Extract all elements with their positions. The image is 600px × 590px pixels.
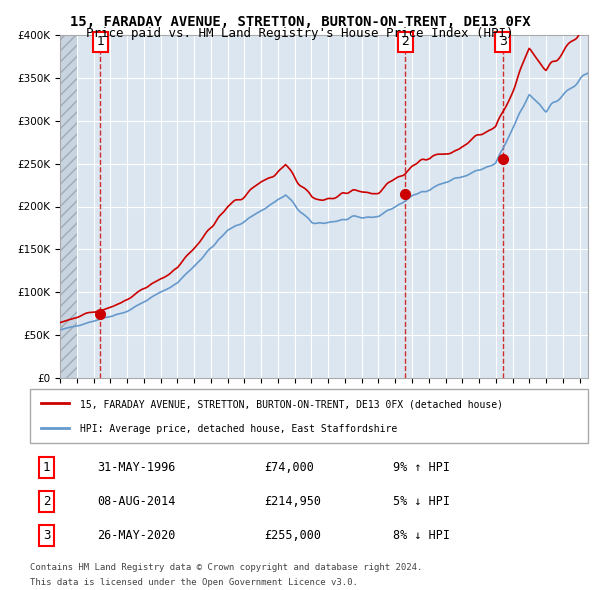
HPI: Average price, detached house, East Staffordshire: (2.01e+03, 1.88e+05): Average price, detached house, East Staf… (348, 213, 355, 220)
Text: 26-MAY-2020: 26-MAY-2020 (97, 529, 175, 542)
HPI: Average price, detached house, East Staffordshire: (2e+03, 6.02e+04): Average price, detached house, East Staf… (73, 323, 80, 330)
Text: This data is licensed under the Open Government Licence v3.0.: This data is licensed under the Open Gov… (30, 578, 358, 587)
15, FARADAY AVENUE, STRETTON, BURTON-ON-TRENT, DE13 0FX (detached house) (56, 319, 64, 326)
Text: 5% ↓ HPI: 5% ↓ HPI (392, 495, 450, 508)
HPI: Average price, detached house, East Staffordshire: (2.02e+03, 3.37e+05): Average price, detached house, East Staf… (565, 86, 572, 93)
15, FARADAY AVENUE, STRETTON, BURTON-ON-TRENT, DE13 0FX (detached house) (383, 181, 390, 188)
15, FARADAY AVENUE, STRETTON, BURTON-ON-TRENT, DE13 0FX (detached house) (584, 21, 592, 28)
Text: £255,000: £255,000 (265, 529, 322, 542)
Text: 15, FARADAY AVENUE, STRETTON, BURTON-ON-TRENT, DE13 0FX (detached house): 15, FARADAY AVENUE, STRETTON, BURTON-ON-… (80, 399, 503, 409)
15, FARADAY AVENUE, STRETTON, BURTON-ON-TRENT, DE13 0FX (detached house) (565, 40, 572, 47)
Text: 2: 2 (43, 495, 50, 508)
Text: 8% ↓ HPI: 8% ↓ HPI (392, 529, 450, 542)
Bar (60, 35, 77, 378)
Line: HPI: Average price, detached house, East Staffordshire: HPI: Average price, detached house, East… (60, 73, 588, 330)
HPI: Average price, detached house, East Staffordshire: (2.02e+03, 3.3e+05): Average price, detached house, East Staf… (559, 92, 566, 99)
HPI: Average price, detached house, East Staffordshire: (1.99e+03, 5.56e+04): Average price, detached house, East Staf… (56, 326, 64, 333)
Text: 31-MAY-1996: 31-MAY-1996 (97, 461, 175, 474)
Text: 15, FARADAY AVENUE, STRETTON, BURTON-ON-TRENT, DE13 0FX: 15, FARADAY AVENUE, STRETTON, BURTON-ON-… (70, 15, 530, 29)
Text: 2: 2 (401, 35, 409, 48)
HPI: Average price, detached house, East Staffordshire: (2.01e+03, 1.95e+05): Average price, detached house, East Staf… (383, 208, 390, 215)
Text: 1: 1 (97, 35, 104, 48)
FancyBboxPatch shape (30, 389, 588, 442)
Text: £74,000: £74,000 (265, 461, 314, 474)
Text: 3: 3 (43, 529, 50, 542)
15, FARADAY AVENUE, STRETTON, BURTON-ON-TRENT, DE13 0FX (detached house) (265, 175, 272, 182)
Text: HPI: Average price, detached house, East Staffordshire: HPI: Average price, detached house, East… (80, 424, 397, 434)
15, FARADAY AVENUE, STRETTON, BURTON-ON-TRENT, DE13 0FX (detached house) (73, 314, 80, 321)
Line: 15, FARADAY AVENUE, STRETTON, BURTON-ON-TRENT, DE13 0FX (detached house): 15, FARADAY AVENUE, STRETTON, BURTON-ON-… (60, 24, 588, 323)
HPI: Average price, detached house, East Staffordshire: (2.01e+03, 2.01e+05): Average price, detached house, East Staf… (265, 202, 272, 209)
Text: 3: 3 (499, 35, 506, 48)
Text: Contains HM Land Registry data © Crown copyright and database right 2024.: Contains HM Land Registry data © Crown c… (30, 563, 422, 572)
15, FARADAY AVENUE, STRETTON, BURTON-ON-TRENT, DE13 0FX (detached house) (348, 187, 355, 194)
Text: 1: 1 (43, 461, 50, 474)
Text: 9% ↑ HPI: 9% ↑ HPI (392, 461, 450, 474)
HPI: Average price, detached house, East Staffordshire: (2.03e+03, 3.56e+05): Average price, detached house, East Staf… (584, 70, 592, 77)
Text: Price paid vs. HM Land Registry's House Price Index (HPI): Price paid vs. HM Land Registry's House … (86, 27, 514, 40)
15, FARADAY AVENUE, STRETTON, BURTON-ON-TRENT, DE13 0FX (detached house) (559, 49, 566, 56)
Text: £214,950: £214,950 (265, 495, 322, 508)
Text: 08-AUG-2014: 08-AUG-2014 (97, 495, 175, 508)
